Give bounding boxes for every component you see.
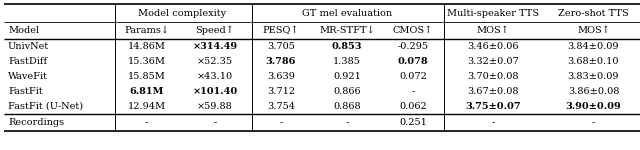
Text: FastFit: FastFit (8, 87, 43, 96)
Text: Model: Model (8, 26, 39, 35)
Text: Zero-shot TTS: Zero-shot TTS (558, 9, 629, 18)
Text: 3.786: 3.786 (266, 57, 296, 66)
Text: 3.68±0.10: 3.68±0.10 (568, 57, 620, 66)
Text: 15.85M: 15.85M (127, 72, 165, 81)
Text: Multi-speaker TTS: Multi-speaker TTS (447, 9, 539, 18)
Text: 6.81M: 6.81M (129, 87, 164, 96)
Text: -: - (145, 118, 148, 127)
Text: 0.853: 0.853 (332, 42, 362, 51)
Text: 3.90±0.09: 3.90±0.09 (566, 102, 621, 111)
Text: 0.921: 0.921 (333, 72, 361, 81)
Text: Params↓: Params↓ (124, 26, 169, 35)
Text: CMOS↑: CMOS↑ (393, 26, 433, 35)
Text: 3.705: 3.705 (267, 42, 295, 51)
Text: 3.86±0.08: 3.86±0.08 (568, 87, 619, 96)
Text: 3.83±0.09: 3.83±0.09 (568, 72, 620, 81)
Text: UnivNet: UnivNet (8, 42, 49, 51)
Text: ×52.35: ×52.35 (197, 57, 233, 66)
Text: -: - (346, 118, 349, 127)
Text: 3.754: 3.754 (267, 102, 295, 111)
Text: ×59.88: ×59.88 (197, 102, 233, 111)
Text: 3.32±0.07: 3.32±0.07 (467, 57, 519, 66)
Text: Speed↑: Speed↑ (196, 26, 234, 35)
Text: 3.75±0.07: 3.75±0.07 (465, 102, 521, 111)
Text: -0.295: -0.295 (397, 42, 429, 51)
Text: 0.078: 0.078 (397, 57, 428, 66)
Text: -: - (592, 118, 595, 127)
Text: 0.868: 0.868 (333, 102, 361, 111)
Text: MR-STFT↓: MR-STFT↓ (319, 26, 375, 35)
Text: Recordings: Recordings (8, 118, 64, 127)
Text: WaveFit: WaveFit (8, 72, 48, 81)
Text: MOS↑: MOS↑ (477, 26, 509, 35)
Text: 0.866: 0.866 (333, 87, 361, 96)
Text: -: - (492, 118, 495, 127)
Text: PESQ↑: PESQ↑ (263, 26, 300, 35)
Text: ×43.10: ×43.10 (197, 72, 233, 81)
Text: 12.94M: 12.94M (127, 102, 166, 111)
Text: 0.251: 0.251 (399, 118, 427, 127)
Text: 0.072: 0.072 (399, 72, 427, 81)
Text: GT mel evaluation: GT mel evaluation (302, 9, 392, 18)
Text: 3.84±0.09: 3.84±0.09 (568, 42, 620, 51)
Text: 3.70±0.08: 3.70±0.08 (467, 72, 519, 81)
Text: -: - (280, 118, 283, 127)
Text: 3.67±0.08: 3.67±0.08 (467, 87, 519, 96)
Text: 3.712: 3.712 (267, 87, 295, 96)
Text: 15.36M: 15.36M (127, 57, 166, 66)
Text: 0.062: 0.062 (399, 102, 427, 111)
Text: -: - (412, 87, 415, 96)
Text: 3.639: 3.639 (267, 72, 295, 81)
Text: 3.46±0.06: 3.46±0.06 (467, 42, 519, 51)
Text: FastDiff: FastDiff (8, 57, 47, 66)
Text: ×314.49: ×314.49 (193, 42, 237, 51)
Text: -: - (213, 118, 216, 127)
Text: MOS↑: MOS↑ (577, 26, 610, 35)
Text: 14.86M: 14.86M (127, 42, 166, 51)
Text: ×101.40: ×101.40 (193, 87, 237, 96)
Text: Model complexity: Model complexity (138, 9, 227, 18)
Text: FastFit (U-Net): FastFit (U-Net) (8, 102, 83, 111)
Text: 1.385: 1.385 (333, 57, 361, 66)
